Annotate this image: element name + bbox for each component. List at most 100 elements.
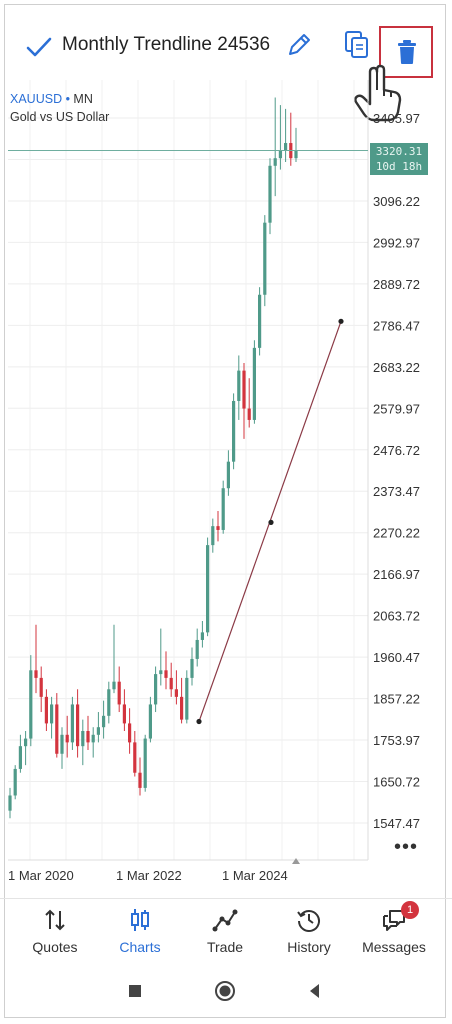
recent-apps-icon[interactable]	[124, 980, 146, 1002]
hand-pointer-icon	[354, 64, 402, 122]
candle-body	[60, 734, 64, 754]
candle-body	[86, 730, 90, 743]
y-tick-label: 2579.97	[373, 401, 420, 416]
more-options-icon[interactable]: •••	[394, 836, 419, 858]
copy-icon[interactable]	[342, 28, 372, 60]
candle-body	[148, 704, 152, 739]
candle-body	[122, 704, 126, 724]
candle-body	[112, 681, 116, 690]
candle-body	[55, 704, 59, 754]
candle-body	[39, 677, 43, 697]
y-tick-label: 2992.97	[373, 235, 420, 250]
x-tick-label: 1 Mar 2020	[8, 868, 74, 883]
toolbar: Monthly Trendline 24536	[0, 10, 452, 122]
quotes-icon	[45, 909, 65, 931]
candle-body	[273, 158, 277, 166]
candle-body	[221, 488, 225, 530]
nav-quotes[interactable]: Quotes	[14, 907, 96, 955]
phone-frame	[4, 4, 446, 1018]
object-title: Monthly Trendline 24536	[62, 34, 271, 55]
candle-body	[117, 681, 121, 705]
candle-body	[91, 734, 95, 743]
y-tick-label: 2373.47	[373, 484, 420, 499]
candle-body	[154, 674, 158, 705]
timeframe-label: MN	[73, 92, 93, 106]
candle-body	[268, 165, 272, 223]
y-tick-label: 2683.22	[373, 360, 420, 375]
time-marker-icon	[292, 858, 300, 864]
nav-messages[interactable]: 1 Messages	[353, 901, 435, 955]
candle-body	[263, 222, 267, 295]
nav-messages-label: Messages	[362, 939, 426, 955]
candle-body	[138, 772, 142, 788]
candle-body	[65, 734, 69, 743]
symbol-label: XAUUSD • MN	[10, 92, 93, 106]
candle-body	[284, 143, 288, 151]
candle-body	[24, 738, 28, 747]
candle-body	[232, 400, 236, 462]
nav-quotes-label: Quotes	[32, 939, 78, 955]
nav-trade[interactable]: Trade	[184, 907, 266, 955]
home-icon[interactable]	[214, 980, 236, 1002]
candle-body	[200, 632, 204, 640]
history-icon	[297, 910, 320, 932]
charts-icon	[131, 909, 149, 931]
y-tick-label: 1960.47	[373, 650, 420, 665]
candle-body	[258, 294, 262, 348]
check-icon[interactable]	[24, 32, 54, 62]
y-tick-label: 2063.72	[373, 609, 420, 624]
y-tick-label: 1547.47	[373, 816, 420, 831]
candle-body	[252, 347, 256, 420]
trendline-anchor	[338, 318, 344, 324]
candle-body	[133, 742, 137, 773]
candle-body	[44, 696, 48, 724]
candle-body	[169, 677, 173, 690]
bottom-nav: Quotes Charts Trade History 1 Me	[0, 898, 452, 961]
nav-trade-label: Trade	[206, 939, 244, 955]
back-icon[interactable]	[304, 980, 326, 1002]
trendline-anchor	[196, 718, 202, 725]
x-tick-label: 1 Mar 2024	[222, 868, 288, 883]
candle-body	[164, 670, 168, 678]
candle-body	[76, 704, 80, 747]
candle-body	[294, 150, 298, 159]
symbol-description: Gold vs US Dollar	[10, 110, 110, 124]
trendline-anchor	[268, 519, 274, 525]
x-tick-label: 1 Mar 2022	[116, 868, 182, 883]
candle-body	[211, 526, 215, 546]
y-tick-label: 3096.22	[373, 194, 420, 209]
symbol-name: XAUUSD	[10, 92, 63, 106]
candle-body	[29, 670, 33, 739]
y-tick-label: 2889.72	[373, 277, 420, 292]
candle-body	[174, 689, 178, 697]
symbol-separator: •	[62, 92, 74, 106]
nav-history-label: History	[287, 939, 331, 955]
candle-body	[247, 408, 251, 420]
price-chart[interactable]: 3405.973199.473096.222992.972889.722786.…	[0, 80, 452, 900]
nav-history[interactable]: History	[268, 907, 350, 955]
candle-body	[185, 677, 189, 720]
pencil-icon[interactable]	[284, 30, 314, 60]
current-price: 3320.31	[375, 145, 423, 158]
y-tick-label: 2166.97	[373, 567, 420, 582]
candle-body	[96, 727, 100, 735]
nav-charts-label: Charts	[119, 939, 161, 955]
messages-badge: 1	[401, 901, 419, 919]
candle-body	[278, 150, 282, 159]
candle-body	[50, 704, 54, 724]
candle-body	[159, 670, 163, 675]
y-tick-label: 2786.47	[373, 318, 420, 333]
y-tick-label: 1650.72	[373, 775, 420, 790]
nav-charts[interactable]: Charts	[99, 907, 181, 955]
candle-body	[34, 670, 38, 678]
y-tick-label: 3405.97	[373, 111, 420, 126]
delete-button[interactable]	[379, 26, 433, 78]
candle-body	[237, 370, 241, 401]
candle-body	[81, 730, 85, 747]
y-tick-label: 2476.72	[373, 443, 420, 458]
y-tick-label: 1857.22	[373, 692, 420, 707]
candle-body	[70, 704, 74, 743]
candle-body	[242, 370, 246, 409]
candle-body	[107, 689, 111, 716]
candle-body	[206, 545, 210, 633]
